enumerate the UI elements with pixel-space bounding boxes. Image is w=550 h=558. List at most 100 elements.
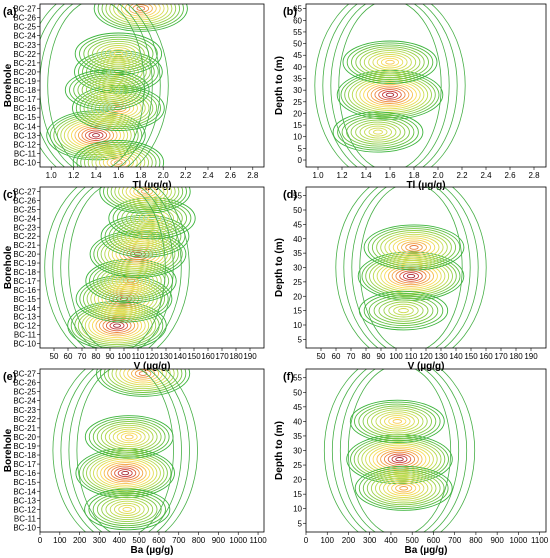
- contour-envelope: [330, 4, 450, 167]
- contour-ring: [134, 369, 152, 378]
- y-tick-label: 35: [293, 432, 302, 441]
- contour-ring: [102, 154, 134, 167]
- contour-ring: [353, 437, 446, 481]
- y-tick-label: BC-16: [13, 286, 36, 295]
- panel-label: (f): [283, 371, 294, 383]
- contour-ring: [92, 133, 100, 138]
- x-tick-label: 1100: [249, 536, 267, 545]
- contour-field: [40, 4, 188, 167]
- y-tick-label: BC-13: [13, 131, 36, 140]
- contour-ring: [99, 369, 187, 395]
- contour-ring: [372, 54, 408, 71]
- y-tick-label: BC-12: [13, 322, 36, 331]
- contour-ring: [342, 40, 438, 84]
- contour-ring: [366, 83, 414, 106]
- contour-ring: [368, 295, 439, 327]
- contour-ring: [388, 417, 407, 426]
- contour-ring: [85, 79, 129, 101]
- y-tick-label: 5: [298, 335, 303, 344]
- contour-ring: [369, 256, 453, 296]
- y-tick-label: 65: [293, 5, 302, 14]
- panel-label: (c): [3, 189, 17, 201]
- contour-ring: [110, 187, 180, 209]
- y-tick-label: BC-13: [13, 313, 36, 322]
- x-tick-label: 2.2: [180, 171, 192, 180]
- contour-ring: [346, 42, 434, 82]
- y-tick-label: BC-18: [13, 268, 36, 277]
- contour-ring: [80, 143, 157, 167]
- y-tick-label: 55: [293, 192, 302, 201]
- contour-ring: [96, 42, 141, 65]
- contour-ring: [387, 480, 421, 497]
- contour-ring: [88, 131, 104, 140]
- y-axis-title: Borehole: [3, 428, 14, 472]
- contour-ring: [79, 276, 169, 321]
- x-tick-label: 100: [53, 536, 67, 545]
- contour-ring: [364, 125, 392, 139]
- y-tick-label: BC-14: [13, 487, 36, 496]
- contour-ring: [138, 211, 166, 225]
- y-tick-label: BC-17: [13, 460, 36, 469]
- contour-envelope: [60, 369, 190, 532]
- contour-ring: [133, 187, 157, 198]
- contour-ring: [113, 323, 121, 328]
- y-tick-label: BC-15: [13, 113, 36, 122]
- y-tick-label: 55: [293, 28, 302, 37]
- contour-ring: [89, 455, 161, 492]
- contour-ring: [111, 369, 175, 390]
- panel-label: (d): [283, 189, 297, 201]
- contour-ring: [119, 369, 167, 386]
- x-tick-label: 130: [159, 352, 173, 361]
- contour-ring: [100, 460, 151, 486]
- contour-ring: [140, 189, 150, 194]
- y-tick-label: BC-23: [13, 223, 36, 232]
- x-tick-label: 1.8: [408, 171, 420, 180]
- y-tick-label: BC-17: [13, 277, 36, 286]
- y-tick-label: BC-10: [13, 158, 36, 167]
- contour-ring: [355, 121, 401, 143]
- contour-ring: [365, 443, 434, 476]
- x-tick-label: 50: [50, 352, 59, 361]
- contour-ring: [395, 457, 404, 462]
- x-tick-label: 70: [347, 352, 356, 361]
- contour-ring: [383, 301, 424, 320]
- contour-ring: [354, 465, 453, 511]
- contour-ring: [88, 417, 170, 457]
- contour-ring: [96, 494, 158, 525]
- contour-ring: [355, 46, 425, 79]
- contour-field: [314, 4, 466, 167]
- x-tick-label: 1.6: [384, 171, 396, 180]
- panel-label: (e): [3, 371, 17, 383]
- panel-f: 0 100 200 300 400 500 600 700 800 900 1000 1100 5 10 1…: [274, 368, 549, 556]
- contour-ring: [104, 424, 154, 449]
- contour-ring: [99, 152, 138, 167]
- panel-d: 50 60 70 80 90 100 110 120 130 140 150 160 170 180 190…: [274, 186, 547, 372]
- x-tick-label: 2.6: [225, 171, 237, 180]
- x-axis-title: V (µg/g): [408, 361, 445, 372]
- contour-ring: [91, 94, 146, 122]
- x-axis-title: Ba (µg/g): [131, 545, 174, 556]
- contour-ring: [114, 187, 176, 207]
- contour-ring: [350, 119, 406, 145]
- x-tick-label: 60: [64, 352, 73, 361]
- x-tick-label: 180: [229, 352, 243, 361]
- panel-c: 50 60 70 80 90 100 110 120 130 140 150 160 170 180 190…: [3, 186, 265, 372]
- contour-ring: [131, 369, 156, 380]
- x-tick-label: 500: [406, 536, 420, 545]
- x-tick-label: 170: [215, 352, 229, 361]
- contour-ring: [124, 434, 134, 440]
- contour-ring: [84, 488, 171, 531]
- contour-ring: [49, 112, 143, 159]
- y-tick-label: 10: [293, 133, 302, 142]
- contour-ring: [92, 419, 166, 455]
- contour-ring: [113, 4, 169, 23]
- y-tick-label: 50: [293, 388, 302, 397]
- contour-envelope: [60, 187, 174, 348]
- contour-ring: [371, 409, 424, 434]
- contour-ring: [376, 260, 446, 293]
- x-tick-label: 110: [405, 352, 418, 361]
- contour-ring: [64, 69, 150, 111]
- contour-ring: [136, 6, 146, 11]
- x-tick-label: 600: [152, 536, 166, 545]
- contour-ring: [109, 321, 125, 330]
